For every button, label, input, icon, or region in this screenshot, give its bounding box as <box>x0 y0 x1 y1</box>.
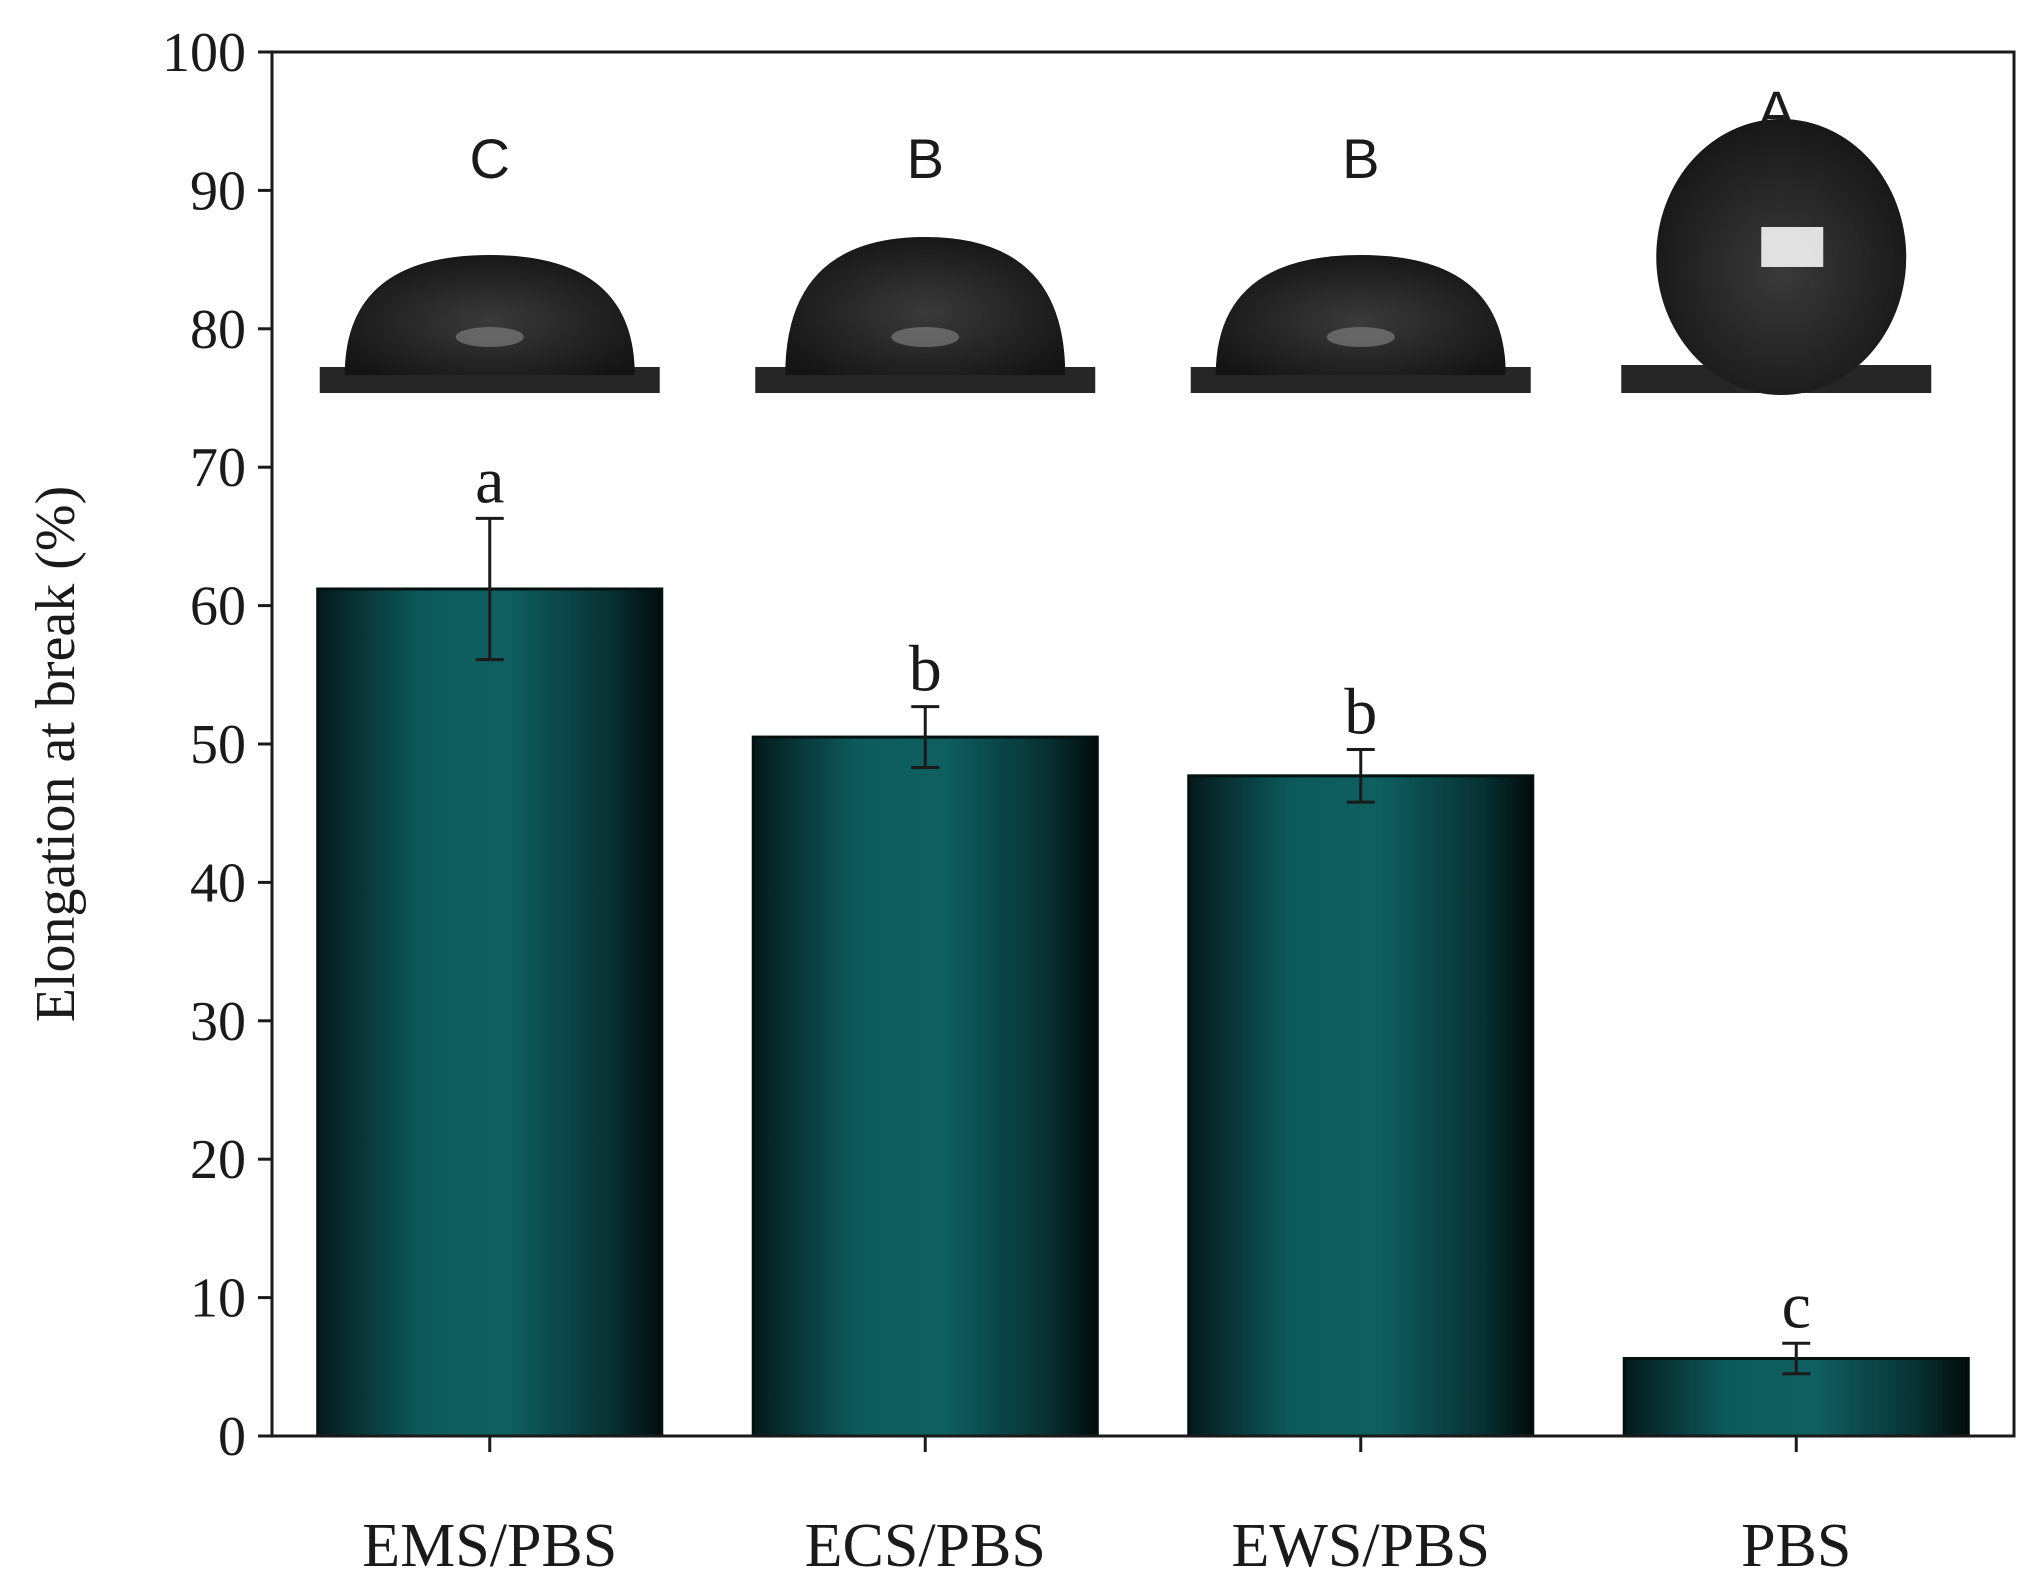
bar <box>316 587 664 1438</box>
contact-angle-droplet-image: C <box>319 127 660 393</box>
contact-angle-letter: A <box>1758 79 1796 142</box>
y-tick-label: 50 <box>190 714 246 776</box>
droplet <box>344 255 635 375</box>
contact-angle-droplet-image: B <box>1190 127 1531 393</box>
y-axis-title: Elongation at break (%) <box>25 486 87 1022</box>
y-tick-label: 20 <box>190 1129 246 1191</box>
significance-label: a <box>475 444 504 517</box>
droplet-highlight <box>455 327 524 347</box>
bar <box>1187 774 1535 1438</box>
y-tick-label: 60 <box>190 576 246 638</box>
y-tick-label: 0 <box>218 1406 246 1468</box>
droplet-highlight <box>891 327 960 347</box>
contact-angle-letter: B <box>1342 127 1379 190</box>
contact-angle-letter: B <box>907 127 944 190</box>
significance-label: b <box>1344 676 1377 749</box>
contact-angle-droplet-image: A <box>1621 79 1932 395</box>
x-tick-label: PBS <box>1741 1512 1851 1580</box>
bar <box>751 735 1099 1438</box>
x-tick-label: EMS/PBS <box>362 1512 617 1580</box>
y-tick-label: 90 <box>190 160 246 222</box>
significance-label: b <box>909 633 942 706</box>
droplet-highlight <box>1761 227 1824 267</box>
y-tick-label: 100 <box>162 22 246 84</box>
y-tick-label: 40 <box>190 852 246 914</box>
droplet-highlight <box>1326 327 1395 347</box>
droplet <box>785 237 1066 375</box>
x-tick-label: ECS/PBS <box>805 1512 1046 1580</box>
y-tick-label: 10 <box>190 1268 246 1330</box>
droplet <box>1215 255 1506 375</box>
y-tick-label: 30 <box>190 991 246 1053</box>
x-tick-label: EWS/PBS <box>1232 1512 1490 1580</box>
y-tick-label: 80 <box>190 299 246 361</box>
y-tick-label: 70 <box>190 437 246 499</box>
contact-angle-droplet-image: B <box>755 127 1096 393</box>
contact-angle-letter: C <box>470 127 510 190</box>
significance-label: c <box>1782 1269 1811 1342</box>
